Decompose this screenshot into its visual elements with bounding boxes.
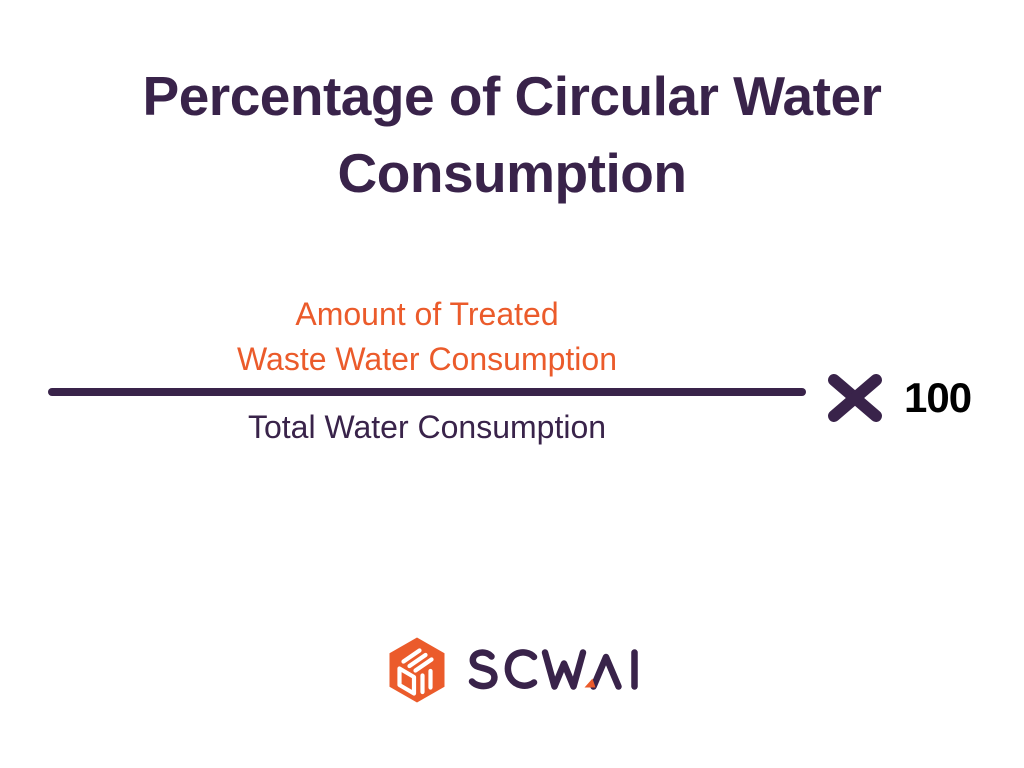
title-line-2: Consumption	[337, 142, 687, 204]
multiply-icon	[826, 372, 884, 424]
fraction-numerator: Amount of Treated Waste Water Consumptio…	[48, 292, 806, 386]
page-title: Percentage of Circular Water Consumption	[0, 58, 1024, 212]
multiplier-value: 100	[904, 374, 972, 421]
formula-block: Amount of Treated Waste Water Consumptio…	[0, 292, 1024, 492]
fraction: Amount of Treated Waste Water Consumptio…	[48, 292, 806, 448]
numerator-line-2: Waste Water Consumption	[237, 341, 617, 377]
numerator-line-1: Amount of Treated	[295, 296, 559, 332]
title-line-1: Percentage of Circular Water	[142, 65, 882, 127]
fraction-denominator: Total Water Consumption	[48, 396, 806, 448]
denominator-line-1: Total Water Consumption	[247, 409, 607, 445]
multiplier-group: 100	[826, 372, 972, 424]
brand-logo	[0, 636, 1024, 704]
scwai-wordmark	[466, 645, 638, 695]
fraction-bar	[48, 388, 806, 396]
scwai-cube-icon	[386, 636, 448, 704]
